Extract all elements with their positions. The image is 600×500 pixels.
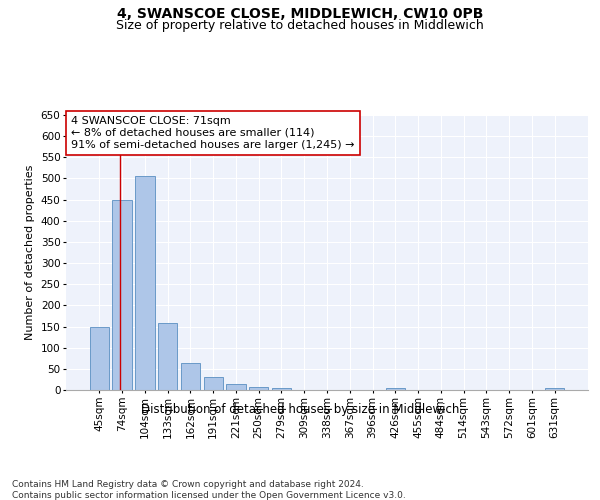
- Bar: [226, 384, 245, 390]
- Bar: [545, 388, 564, 390]
- Bar: [203, 378, 223, 390]
- Text: Distribution of detached houses by size in Middlewich: Distribution of detached houses by size …: [141, 402, 459, 415]
- Bar: [181, 362, 200, 390]
- Bar: [249, 386, 268, 390]
- Text: Contains HM Land Registry data © Crown copyright and database right 2024.
Contai: Contains HM Land Registry data © Crown c…: [12, 480, 406, 500]
- Bar: [272, 388, 291, 390]
- Bar: [90, 328, 109, 390]
- Bar: [386, 388, 405, 390]
- Bar: [135, 176, 155, 390]
- Bar: [112, 200, 132, 390]
- Bar: [158, 323, 178, 390]
- Text: Size of property relative to detached houses in Middlewich: Size of property relative to detached ho…: [116, 19, 484, 32]
- Text: 4, SWANSCOE CLOSE, MIDDLEWICH, CW10 0PB: 4, SWANSCOE CLOSE, MIDDLEWICH, CW10 0PB: [117, 8, 483, 22]
- Y-axis label: Number of detached properties: Number of detached properties: [25, 165, 35, 340]
- Text: 4 SWANSCOE CLOSE: 71sqm
← 8% of detached houses are smaller (114)
91% of semi-de: 4 SWANSCOE CLOSE: 71sqm ← 8% of detached…: [71, 116, 355, 150]
